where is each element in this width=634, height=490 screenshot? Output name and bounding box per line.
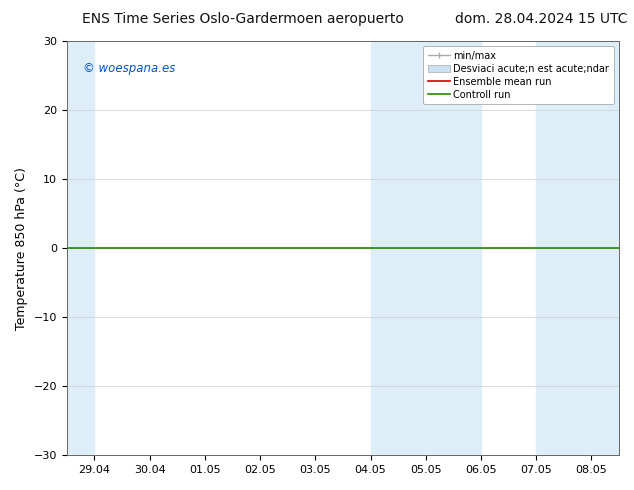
Bar <box>67 41 94 455</box>
Legend: min/max, Desviaci acute;n est acute;ndar, Ensemble mean run, Controll run: min/max, Desviaci acute;n est acute;ndar… <box>424 46 614 104</box>
Bar <box>370 41 481 455</box>
Text: dom. 28.04.2024 15 UTC: dom. 28.04.2024 15 UTC <box>455 12 628 26</box>
Bar <box>536 41 619 455</box>
Y-axis label: Temperature 850 hPa (°C): Temperature 850 hPa (°C) <box>15 167 28 330</box>
Text: ENS Time Series Oslo-Gardermoen aeropuerto: ENS Time Series Oslo-Gardermoen aeropuer… <box>82 12 404 26</box>
Text: © woespana.es: © woespana.es <box>83 62 176 75</box>
